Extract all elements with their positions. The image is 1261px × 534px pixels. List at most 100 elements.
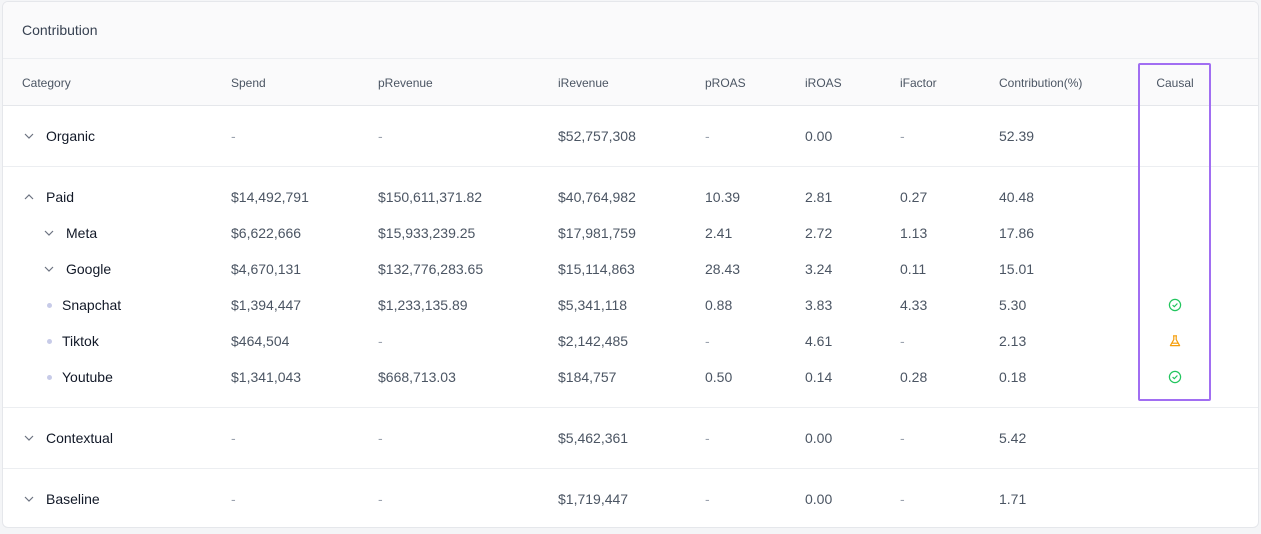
chevron-down-icon[interactable] — [22, 431, 36, 445]
col-header-spend[interactable]: Spend — [231, 75, 266, 90]
bullet-dot-icon — [47, 374, 52, 380]
irevenue-cell: $5,462,361 — [558, 430, 629, 446]
table-row[interactable]: Snapchat $1,394,447 $1,233,135.89 $5,341,11… — [3, 287, 1258, 323]
proas-cell: 28.43 — [705, 261, 741, 277]
ifactor-cell: 4.33 — [900, 297, 928, 313]
iroas-cell: 0.00 — [805, 128, 833, 144]
prevenue-cell: $1,233,135.89 — [378, 297, 468, 313]
check-circle-icon — [1168, 298, 1182, 312]
table-row[interactable]: Google $4,670,131 $132,776,283.65 $15,114,8… — [3, 251, 1258, 287]
table-row[interactable]: Baseline - - $1,719,447 - 0.00 - 1.71 — [3, 481, 1258, 517]
flask-icon — [1168, 334, 1182, 348]
contribution-cell: 1.71 — [999, 491, 1027, 507]
chevron-up-icon[interactable] — [22, 190, 36, 204]
causal-cell — [1139, 179, 1211, 215]
irevenue-cell: $17,981,759 — [558, 225, 636, 241]
category-label: Meta — [66, 225, 98, 241]
card-title: Contribution — [3, 2, 1258, 59]
chevron-down-icon[interactable] — [22, 492, 36, 506]
spend-cell: - — [231, 430, 236, 446]
proas-cell: - — [705, 128, 710, 144]
ifactor-cell: - — [900, 128, 905, 144]
causal-cell — [1139, 215, 1211, 251]
col-header-iroas[interactable]: iROAS — [805, 75, 842, 90]
chevron-down-icon[interactable] — [22, 129, 36, 143]
ifactor-cell: 0.11 — [900, 261, 927, 277]
chevron-down-icon[interactable] — [42, 262, 56, 276]
causal-cell — [1139, 251, 1211, 287]
chevron-down-icon[interactable] — [42, 226, 56, 240]
col-header-ifactor[interactable]: iFactor — [900, 75, 937, 90]
ifactor-cell: - — [900, 491, 905, 507]
check-circle-icon — [1168, 370, 1182, 384]
iroas-cell: 2.81 — [805, 189, 833, 205]
prevenue-cell: - — [378, 128, 383, 144]
contribution-cell: 5.30 — [999, 297, 1027, 313]
prevenue-cell: - — [378, 333, 383, 349]
category-label: Tiktok — [62, 333, 99, 349]
table-row[interactable]: Organic - - $52,757,308 - 0.00 - 52.39 — [3, 118, 1258, 154]
category-label: Google — [66, 261, 112, 277]
iroas-cell: 3.83 — [805, 297, 833, 313]
causal-cell — [1139, 481, 1211, 517]
col-header-irevenue[interactable]: iRevenue — [558, 75, 609, 90]
prevenue-cell: $668,713.03 — [378, 369, 456, 385]
table-header: Category Spend pRevenue iRevenue pROAS i… — [3, 59, 1258, 106]
table-row[interactable]: Paid $14,492,791 $150,611,371.82 $40,764,98… — [3, 179, 1258, 215]
contribution-cell: 5.42 — [999, 430, 1027, 446]
table-row[interactable]: Meta $6,622,666 $15,933,239.25 $17,981,759 2… — [3, 215, 1258, 251]
bullet-dot-icon — [47, 338, 52, 344]
prevenue-cell: - — [378, 430, 383, 446]
iroas-cell: 4.61 — [805, 333, 833, 349]
category-label: Baseline — [46, 491, 100, 507]
category-label: Paid — [46, 189, 75, 205]
bullet-dot-icon — [47, 302, 52, 308]
category-cell: Meta — [22, 215, 97, 251]
proas-cell: 10.39 — [705, 189, 741, 205]
contribution-cell: 40.48 — [999, 189, 1035, 205]
iroas-cell: 2.72 — [805, 225, 833, 241]
category-cell: Tiktok — [22, 323, 99, 359]
proas-cell: 2.41 — [705, 225, 733, 241]
table-row[interactable]: Youtube $1,341,043 $668,713.03 $184,757 0.50… — [3, 359, 1258, 395]
spend-cell: $1,341,043 — [231, 369, 302, 385]
row-group: Contextual - - $5,462,361 - 0.00 - 5.42 — [3, 408, 1258, 469]
causal-cell — [1139, 420, 1211, 456]
col-header-category[interactable]: Category — [22, 75, 71, 90]
iroas-cell: 0.00 — [805, 430, 833, 446]
table-body: Organic - - $52,757,308 - 0.00 - 52.39 Paid $14,4… — [3, 106, 1258, 527]
proas-cell: 0.50 — [705, 369, 733, 385]
iroas-cell: 0.14 — [805, 369, 833, 385]
col-header-contribution[interactable]: Contribution(%) — [999, 75, 1083, 90]
row-group: Organic - - $52,757,308 - 0.00 - 52.39 — [3, 106, 1258, 167]
category-cell: Google — [22, 251, 111, 287]
proas-cell: 0.88 — [705, 297, 733, 313]
causal-cell — [1139, 287, 1211, 323]
col-header-proas[interactable]: pROAS — [705, 75, 746, 90]
irevenue-cell: $5,341,118 — [558, 297, 628, 313]
ifactor-cell: 0.27 — [900, 189, 928, 205]
category-label: Snapchat — [62, 297, 122, 313]
irevenue-cell: $15,114,863 — [558, 261, 635, 277]
iroas-cell: 0.00 — [805, 491, 833, 507]
spend-cell: $1,394,447 — [231, 297, 302, 313]
ifactor-cell: 1.13 — [900, 225, 928, 241]
table-row[interactable]: Tiktok $464,504 - $2,142,485 - 4.61 - 2.13 — [3, 323, 1258, 359]
row-group: Paid $14,492,791 $150,611,371.82 $40,764,98… — [3, 167, 1258, 408]
row-group: Baseline - - $1,719,447 - 0.00 - 1.71 — [3, 469, 1258, 527]
spend-cell: - — [231, 128, 236, 144]
col-header-causal[interactable]: Causal — [1156, 75, 1194, 90]
contribution-cell: 15.01 — [999, 261, 1035, 277]
irevenue-cell: $2,142,485 — [558, 333, 629, 349]
category-label: Organic — [46, 128, 96, 144]
prevenue-cell: - — [378, 491, 383, 507]
irevenue-cell: $1,719,447 — [558, 491, 629, 507]
table-row[interactable]: Contextual - - $5,462,361 - 0.00 - 5.42 — [3, 420, 1258, 456]
category-cell: Youtube — [22, 359, 113, 395]
category-cell: Contextual — [22, 420, 113, 456]
iroas-cell: 3.24 — [805, 261, 833, 277]
spend-cell: $464,504 — [231, 333, 290, 349]
col-header-prevenue[interactable]: pRevenue — [378, 75, 433, 90]
irevenue-cell: $52,757,308 — [558, 128, 636, 144]
